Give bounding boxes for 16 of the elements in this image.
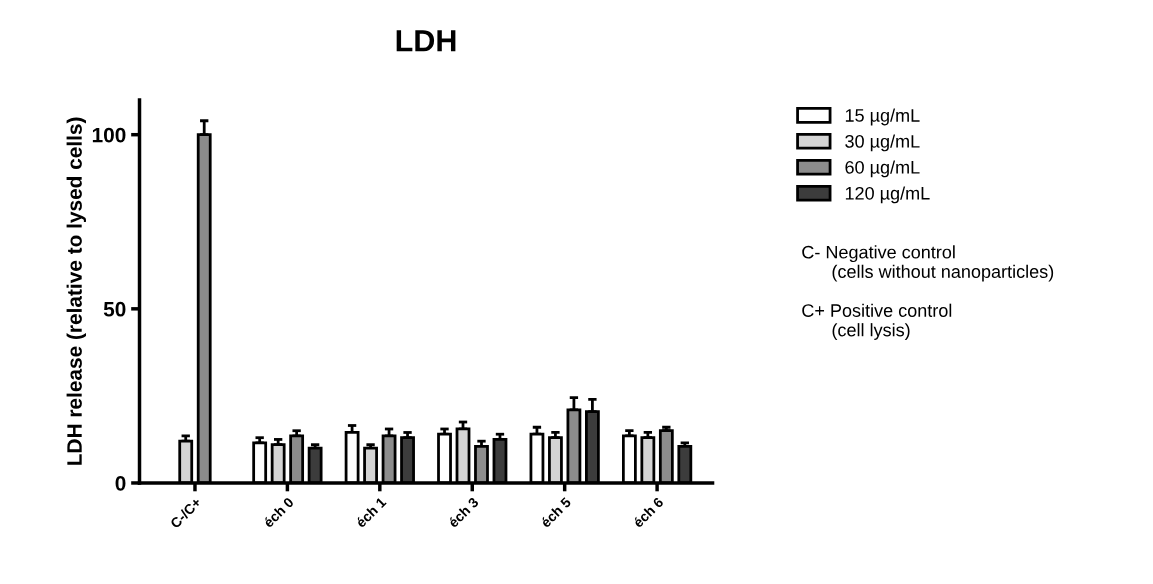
legend-label: 120 µg/mL <box>845 186 930 204</box>
legend-label: 30 µg/mL <box>845 134 920 152</box>
x-tick-label: éch 3 <box>447 496 480 529</box>
legend-label: 60 µg/mL <box>845 160 920 178</box>
y-tick-label: 0 <box>115 475 126 491</box>
x-tick-label: éch 0 <box>262 496 295 529</box>
x-tick-label: éch 6 <box>632 496 664 529</box>
y-axis-title: LDH release (relative to lysed cells) <box>66 117 87 465</box>
x-tick-label: éch 5 <box>539 496 572 529</box>
chart-title: LDH <box>396 30 456 52</box>
text: C- Negative control (cells without nanoparticles) <box>802 245 1054 282</box>
legend-label: 15 µg/mL <box>845 108 920 126</box>
x-tick-label: éch 1 <box>355 496 387 529</box>
text: C+ Positive control (cell lysis) <box>802 303 952 340</box>
y-tick-label: 100 <box>92 127 126 143</box>
y-tick-label: 50 <box>103 301 126 317</box>
